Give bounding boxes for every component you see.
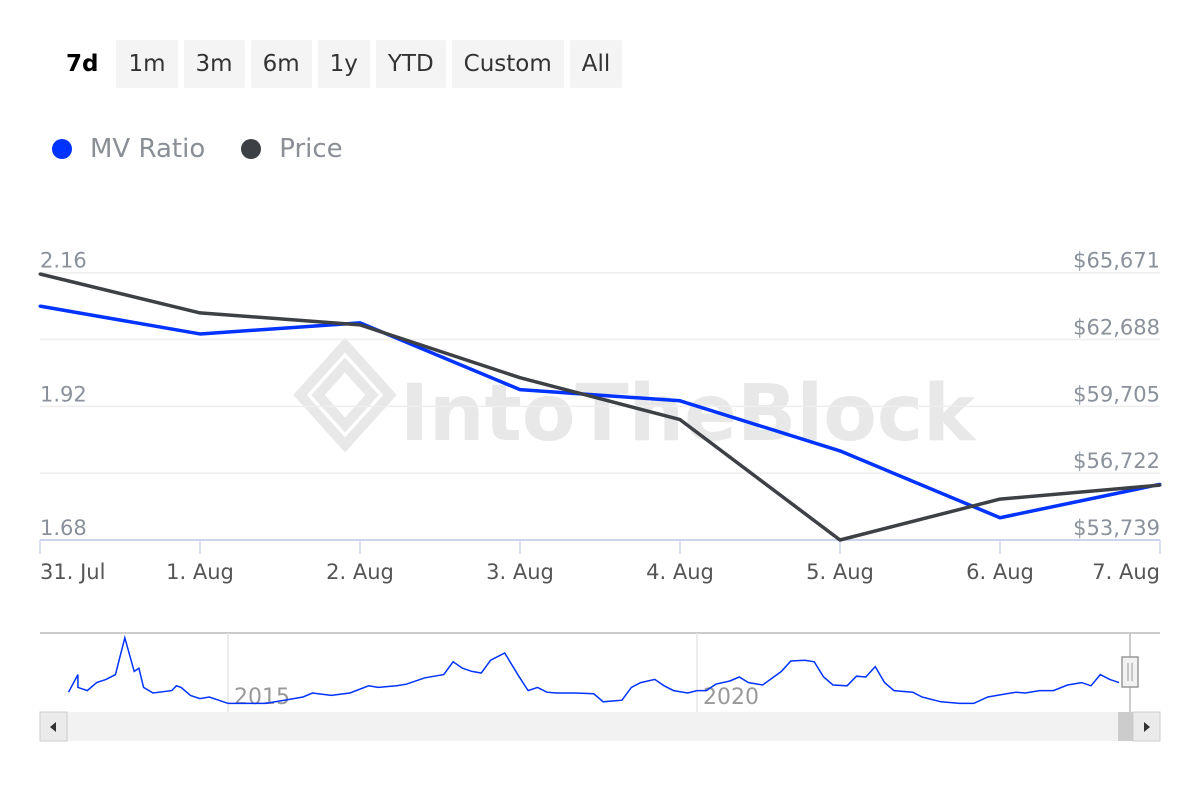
arrow-right-icon — [1144, 722, 1150, 732]
navigator-handle[interactable] — [1121, 656, 1139, 688]
y-left-tick-label: 1.92 — [40, 382, 87, 406]
navigator-series-line — [67, 634, 1120, 705]
mv-ratio-dot-icon — [52, 139, 72, 159]
data-point — [998, 516, 1002, 520]
scrollbar-thumb[interactable] — [1118, 712, 1134, 741]
data-point — [678, 399, 682, 403]
y-left-tick-label: 2.16 — [40, 249, 87, 273]
range-button-3m[interactable]: 3m — [183, 40, 245, 88]
data-point — [678, 418, 682, 422]
range-button-custom[interactable]: Custom — [451, 40, 564, 88]
x-tick-label: 6. Aug — [966, 560, 1034, 584]
scroll-left-button[interactable] — [39, 711, 68, 742]
data-point — [518, 376, 522, 380]
price-dot-icon — [241, 139, 262, 159]
series-line-price[interactable] — [39, 272, 1161, 542]
legend-item-mv-ratio[interactable]: MV Ratio — [52, 134, 205, 164]
data-point — [518, 388, 522, 392]
data-point — [838, 538, 842, 542]
x-tick-label: 4. Aug — [646, 560, 714, 584]
x-tick-label: 2. Aug — [326, 560, 394, 584]
y-right-tick-label: $65,671 — [1073, 249, 1160, 273]
y-right-tick-label: $53,739 — [1073, 516, 1160, 540]
scrollbar-track[interactable] — [40, 712, 1160, 741]
range-button-all[interactable]: All — [569, 40, 623, 88]
scroll-right-button[interactable] — [1132, 711, 1161, 742]
data-point — [998, 497, 1002, 501]
watermark: IntoTheBlock — [400, 369, 977, 459]
legend: MV Ratio Price — [52, 134, 343, 164]
range-button-ytd[interactable]: YTD — [375, 40, 446, 88]
x-tick-label: 3. Aug — [486, 560, 554, 584]
x-tick-label: 31. Jul — [40, 560, 105, 584]
arrow-left-icon — [50, 722, 56, 732]
navigator-tick-label: 2015 — [234, 685, 290, 710]
y-right-tick-label: $62,688 — [1073, 316, 1160, 340]
range-button-6m[interactable]: 6m — [250, 40, 312, 88]
data-point — [1158, 483, 1162, 487]
legend-item-price[interactable]: Price — [241, 134, 343, 164]
data-point — [198, 332, 202, 336]
legend-label: MV Ratio — [90, 134, 206, 164]
data-point — [38, 304, 42, 308]
x-tick-label: 5. Aug — [806, 560, 874, 584]
x-tick-label: 1. Aug — [166, 560, 234, 584]
y-left-tick-label: 1.68 — [40, 516, 87, 540]
data-point — [198, 311, 202, 315]
data-point — [358, 323, 362, 327]
range-button-1m[interactable]: 1m — [116, 40, 178, 88]
data-point — [838, 449, 842, 453]
x-tick-label: 7. Aug — [1092, 560, 1160, 584]
watermark-logo-icon — [293, 337, 397, 453]
legend-label: Price — [279, 134, 343, 164]
range-button-7d[interactable]: 7d — [66, 51, 99, 77]
data-point — [38, 272, 42, 276]
navigator-tick-label: 2020 — [703, 685, 759, 710]
y-right-tick-label: $59,705 — [1073, 382, 1160, 406]
range-button-1y[interactable]: 1y — [317, 40, 370, 88]
y-right-tick-label: $56,722 — [1073, 449, 1160, 473]
range-selector: 7d 1m 3m 6m 1y YTD Custom All — [54, 40, 623, 88]
